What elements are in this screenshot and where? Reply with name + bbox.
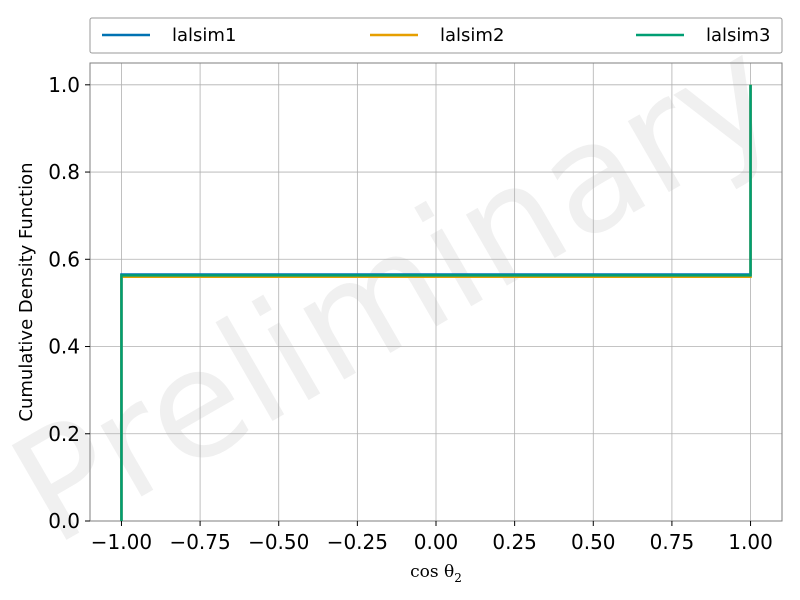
y-axis-label: Cumulative Density Function — [16, 162, 37, 421]
x-tick-label: −0.50 — [248, 530, 309, 554]
x-tick-label: 1.00 — [728, 530, 773, 554]
y-tick-label: 1.0 — [48, 73, 80, 97]
grid — [90, 63, 782, 522]
series-group — [120, 84, 752, 521]
x-axis: −1.00 −0.75 −0.50 −0.25 0.00 0.25 0.50 0.75 1.00 — [91, 521, 773, 554]
x-axis-label-subscript: 2 — [454, 571, 462, 585]
y-tick-label: 0.4 — [48, 335, 80, 359]
x-axis-label: cos θ2 — [410, 562, 462, 585]
y-axis: 0.0 0.2 0.4 0.6 0.8 1.0 — [48, 73, 90, 533]
x-tick-label: −1.00 — [91, 530, 152, 554]
x-axis-label-main: cos θ — [410, 562, 454, 582]
legend-frame — [89, 17, 783, 54]
x-tick-label: 0.00 — [414, 530, 459, 554]
series-line-lalsim3 — [120, 84, 752, 521]
watermark-text: Preliminary — [0, 4, 800, 578]
legend: lalsim1 lalsim2 lalsim3 — [89, 17, 783, 54]
legend-label-lalsim3: lalsim3 — [706, 25, 770, 46]
x-tick-label: −0.25 — [327, 530, 388, 554]
legend-label-lalsim2: lalsim2 — [440, 25, 504, 46]
legend-label-lalsim1: lalsim1 — [172, 25, 236, 46]
x-tick-label: 0.25 — [492, 530, 537, 554]
y-tick-label: 0.2 — [48, 422, 80, 446]
y-tick-label: 0.8 — [48, 160, 80, 184]
x-tick-label: 0.50 — [571, 530, 616, 554]
y-tick-label: 0.6 — [48, 247, 80, 271]
x-tick-label: 0.75 — [650, 530, 695, 554]
y-tick-label: 0.0 — [48, 509, 80, 533]
x-tick-label: −0.75 — [169, 530, 230, 554]
